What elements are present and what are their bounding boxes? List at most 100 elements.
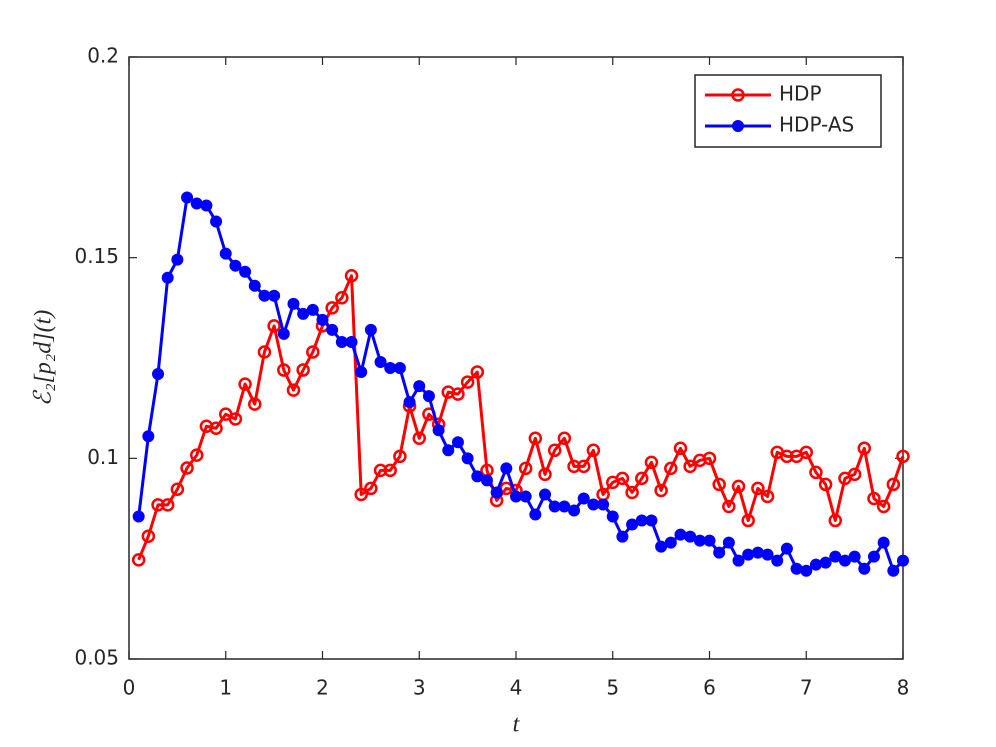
marker [286,383,301,397]
marker [229,259,242,272]
marker [606,510,619,523]
y-axis-label: ℰ₂[p₂d](t) [31,310,57,407]
marker [876,499,891,514]
marker [181,191,194,204]
marker [615,471,630,486]
marker [799,445,813,460]
legend: HDP HDP-AS [694,74,882,148]
marker [547,443,562,458]
marker [742,548,755,561]
marker [412,431,426,446]
marker [228,412,243,426]
marker [209,421,223,435]
marker [576,459,591,474]
marker [335,291,349,305]
marker [432,424,445,437]
x-tick-label: 7 [800,676,813,700]
marker [354,487,368,502]
marker [867,550,880,563]
marker [413,380,426,393]
marker [887,564,900,577]
marker [760,489,775,504]
marker [161,271,174,284]
y-tick-label: 0.2 [87,44,119,68]
marker [160,498,175,512]
y-tick-label: 0.1 [87,445,119,469]
series [131,268,910,567]
marker [722,536,735,549]
marker [403,396,416,409]
y-tick-label: 0.15 [74,244,119,268]
marker [151,498,165,512]
marker [374,356,387,369]
marker [683,459,697,474]
marker [538,467,552,482]
x-axis-label: t [513,712,521,738]
marker [597,498,610,511]
marker [316,313,329,326]
marker [664,461,678,476]
marker [751,481,765,496]
y-tick-label: 0.05 [74,646,119,670]
marker [190,197,203,210]
marker [703,534,716,547]
marker [219,247,232,260]
marker [828,513,843,528]
marker [645,514,658,527]
marker [490,486,503,499]
marker [809,465,823,480]
marker [712,477,726,492]
x-tick-label: 0 [123,676,136,700]
marker [731,88,745,102]
marker [364,481,378,496]
marker [800,564,813,577]
marker [170,482,185,496]
marker [152,368,165,381]
marker [886,477,901,492]
marker [277,363,291,377]
marker [616,530,629,543]
marker [364,323,377,336]
marker [674,528,687,541]
marker [722,499,736,514]
marker [780,449,794,464]
marker [393,362,406,375]
marker [857,441,872,456]
marker [200,199,213,212]
marker [529,508,542,521]
marker [500,462,513,475]
marker [296,363,310,377]
marker [557,431,572,446]
x-tick-label: 5 [606,676,619,700]
marker [644,455,659,470]
marker [732,120,744,132]
marker [460,375,475,389]
marker [326,323,339,336]
marker [142,430,155,443]
x-tick-label: 1 [219,676,232,700]
marker [383,463,397,478]
marker [171,253,184,266]
marker [470,365,485,379]
marker [847,467,862,482]
marker [132,510,145,523]
marker [180,461,194,475]
marker [897,554,909,567]
marker [567,459,581,474]
legend-box [694,74,882,148]
legend-label: HDP-AS [779,113,854,137]
marker [577,492,590,505]
marker [809,558,822,571]
marker [790,562,803,575]
marker [702,451,717,466]
marker [818,477,833,492]
marker [451,436,464,449]
x-tick-label: 6 [703,676,716,700]
marker [248,279,261,292]
marker [131,553,146,567]
marker [141,529,156,543]
marker [306,303,319,316]
marker [442,444,455,457]
marker [325,301,339,315]
